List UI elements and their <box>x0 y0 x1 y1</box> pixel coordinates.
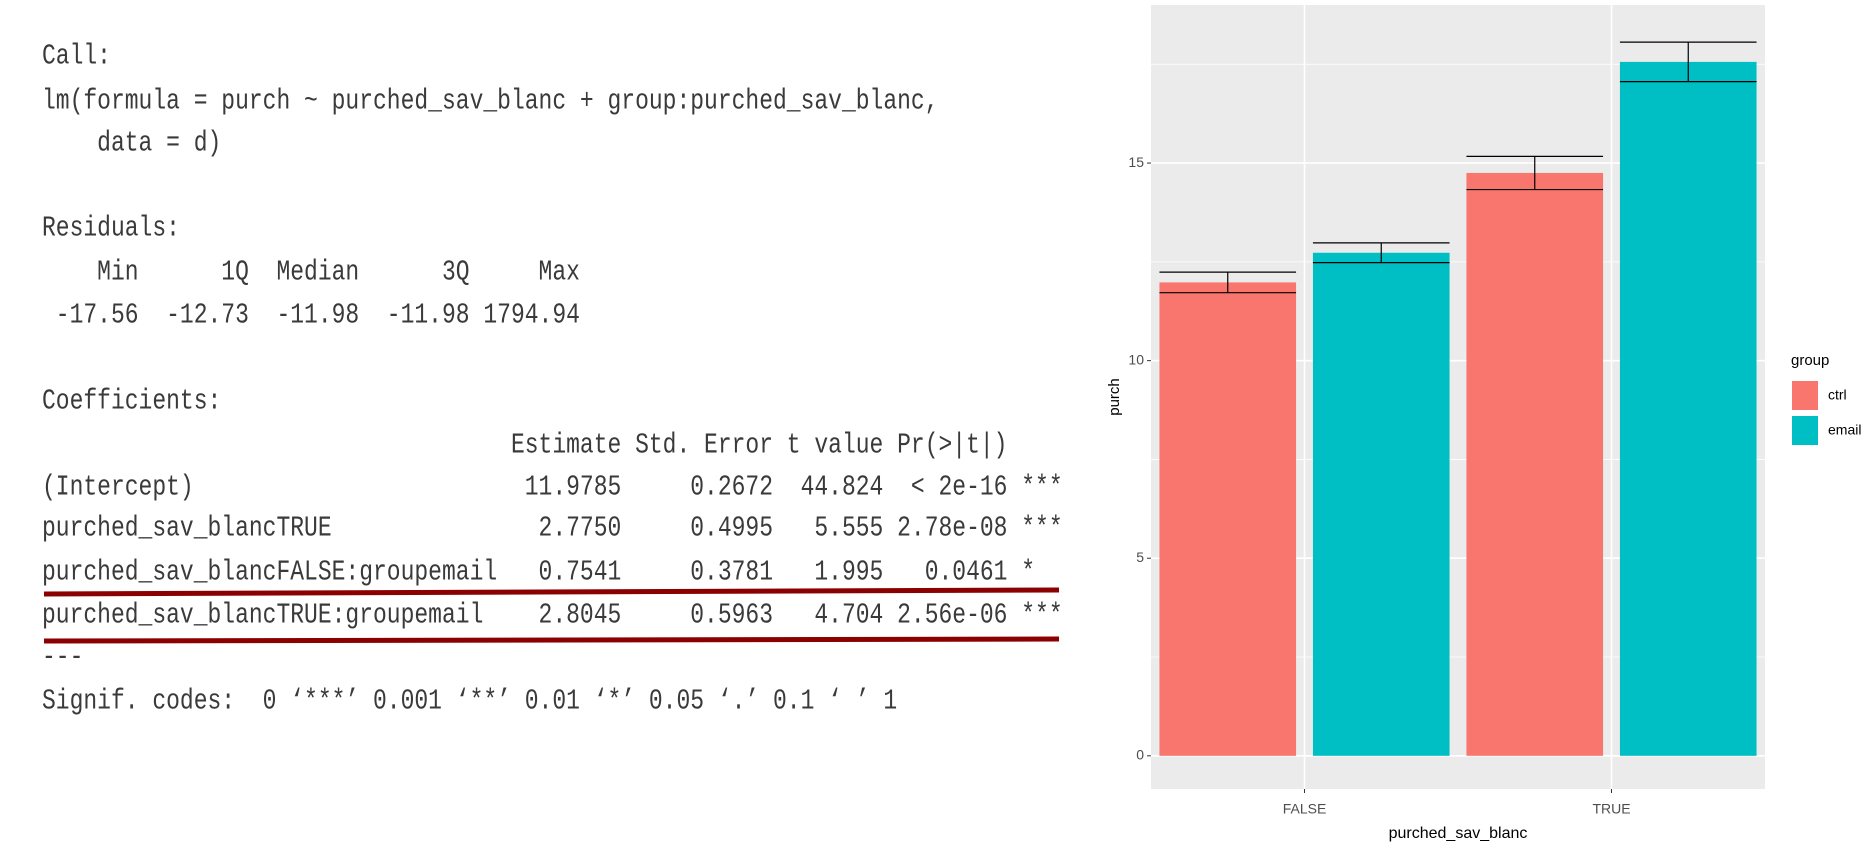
legend-key <box>1792 416 1818 445</box>
console-line: lm(formula = purch ~ purched_sav_blanc +… <box>42 84 939 117</box>
legend-title: group <box>1791 352 1829 369</box>
x-tick-label: FALSE <box>1283 801 1327 817</box>
x-axis-title: purched_sav_blanc <box>1389 825 1528 842</box>
bar <box>1312 252 1450 756</box>
console-line: -17.56 -12.73 -11.98 -11.98 1794.94 <box>42 298 594 331</box>
console-line: Residuals: <box>42 211 180 244</box>
console-line: purched_sav_blancTRUE:groupemail 2.8045 … <box>42 598 1063 631</box>
console-line: data = d) <box>42 126 221 159</box>
y-tick-label: 10 <box>1128 351 1144 367</box>
console-line: Signif. codes: 0 ‘***’ 0.001 ‘**’ 0.01 ‘… <box>42 684 897 717</box>
x-tick-label: TRUE <box>1592 801 1630 817</box>
console-line: Min 1Q Median 3Q Max <box>42 255 594 288</box>
underline <box>43 636 1060 644</box>
bar <box>1619 61 1757 756</box>
y-axis-title: purch <box>1106 378 1123 416</box>
console-line: purched_sav_blancFALSE:groupemail 0.7541… <box>42 555 1063 588</box>
console-line: purched_sav_blancTRUE 2.7750 0.4995 5.55… <box>42 511 1063 544</box>
bar <box>1466 172 1604 756</box>
legend-label: email <box>1828 422 1861 438</box>
y-tick-label: 5 <box>1136 549 1144 565</box>
legend-label: ctrl <box>1828 387 1847 403</box>
console-line: Call: <box>42 39 111 72</box>
legend-key <box>1792 381 1818 410</box>
bar <box>1159 282 1297 756</box>
console-line: --- <box>42 640 83 673</box>
y-tick-label: 0 <box>1136 747 1144 763</box>
underline <box>43 587 1060 597</box>
y-tick-label: 15 <box>1128 154 1144 170</box>
console-line: Estimate Std. Error t value Pr(>|t|) <box>42 428 1063 461</box>
console-line: (Intercept) 11.9785 0.2672 44.824 < 2e-1… <box>42 470 1063 503</box>
console-line: Coefficients: <box>42 384 221 417</box>
